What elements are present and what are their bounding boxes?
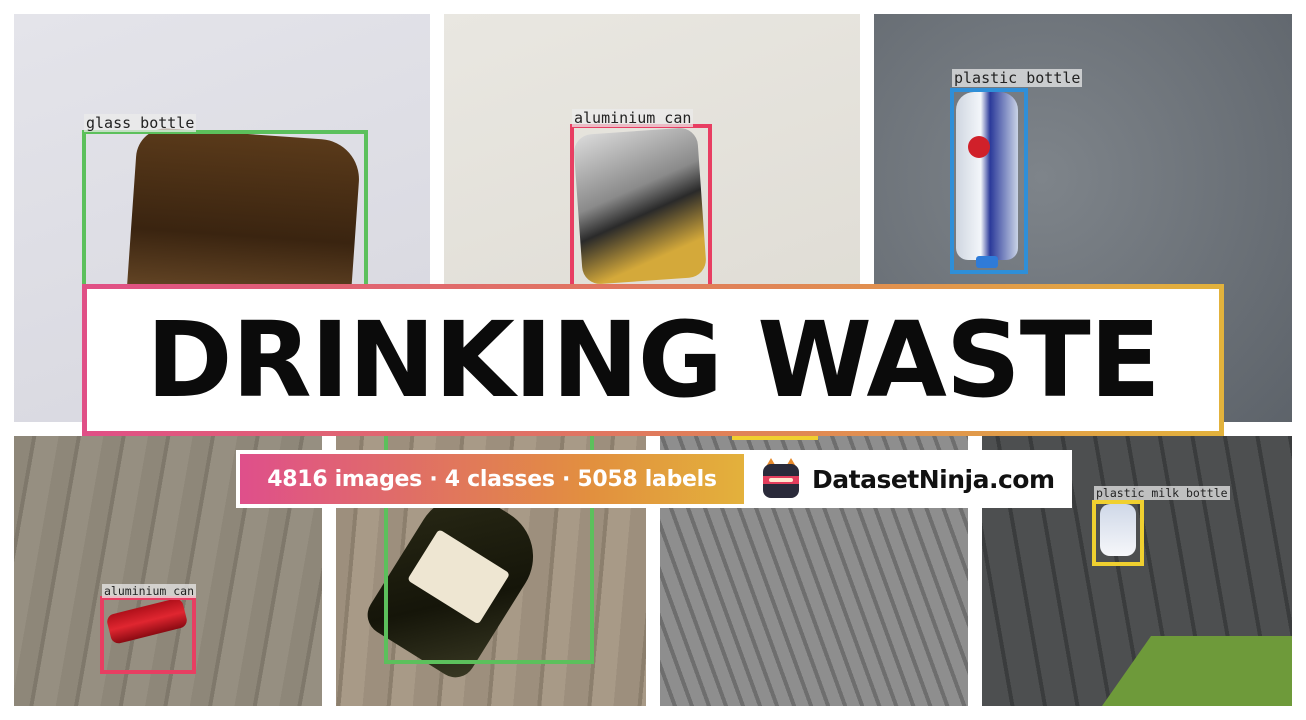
glass-bottle-label: glass bottle [84, 114, 197, 132]
bottle-cap [976, 256, 998, 268]
glass-bottle-bbox [384, 436, 594, 664]
brand-name: DatasetNinja.com [812, 464, 1055, 494]
aluminium-can-bbox [100, 596, 196, 674]
stats-text: 4816 images · 4 classes · 5058 labels [267, 466, 717, 492]
glass-bottle-bbox [82, 130, 368, 422]
title-banner: DRINKING WASTE [82, 284, 1224, 436]
plastic-milk-bottle-bbox [1092, 500, 1144, 566]
plastic-bottle-bbox [950, 88, 1028, 274]
plastic-bottle-label: plastic bottle [952, 69, 1083, 87]
brand-badge[interactable]: DatasetNinja.com [748, 450, 1072, 508]
plastic-milk-bottle-object [1100, 504, 1136, 556]
stats-badge: 4816 images · 4 classes · 5058 labels [236, 450, 748, 508]
title-inner: DRINKING WASTE [87, 289, 1219, 431]
grass-area [1102, 636, 1292, 706]
plastic-bottle-object [956, 92, 1018, 268]
plastic-milk-bottle-bbox [732, 436, 818, 440]
plastic-milk-bottle-label: plastic milk bottle [1094, 486, 1230, 500]
flower-graphic [968, 136, 990, 158]
aluminium-can-label: aluminium can [102, 584, 197, 598]
ninja-logo-icon [760, 458, 802, 500]
page-title: DRINKING WASTE [146, 299, 1160, 421]
aluminium-can-label: aluminium can [572, 109, 694, 127]
